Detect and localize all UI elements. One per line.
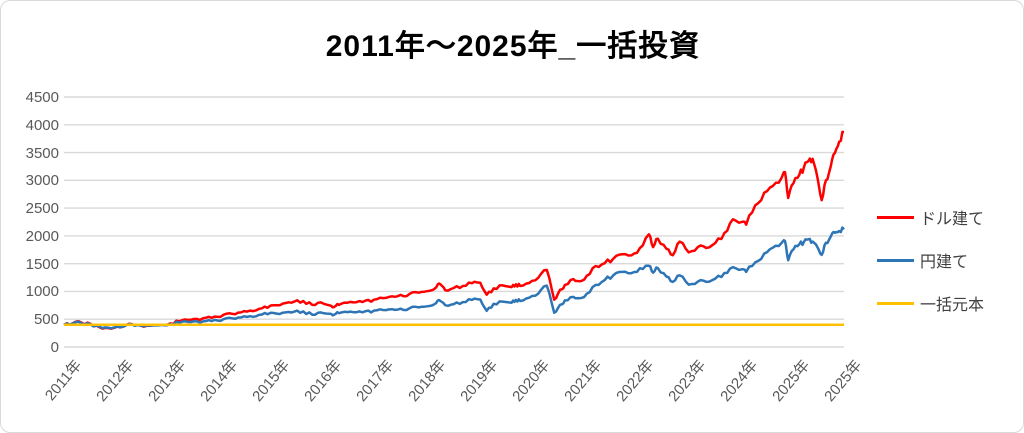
- y-tick-label: 1000: [25, 283, 59, 301]
- legend-item: 円建て: [877, 248, 1017, 272]
- series-yen-line: [63, 226, 845, 330]
- legend-item: 一括元本: [877, 291, 1017, 315]
- y-tick-label: 2500: [25, 200, 59, 218]
- legend-item: ドル建て: [877, 205, 1017, 229]
- chart-title: 2011年～2025年_一括投資: [325, 30, 701, 63]
- legend-line-swatch: [877, 258, 914, 262]
- legend-line-swatch: [877, 215, 914, 219]
- y-tick-label: 1500: [25, 255, 59, 273]
- legend: ドル建て円建て一括元本: [877, 205, 1017, 315]
- y-tick-label: 3000: [25, 172, 59, 190]
- gridlines: [64, 96, 844, 348]
- y-tick-label: 0: [50, 339, 59, 356]
- legend-label: 一括元本: [920, 297, 985, 314]
- y-tick-label: 4500: [25, 89, 59, 106]
- y-tick-label: 500: [33, 311, 59, 329]
- series-lines: [63, 130, 845, 330]
- y-tick-label: 4000: [25, 116, 59, 134]
- legend-line-swatch: [877, 301, 914, 305]
- legend-label: 円建て: [920, 254, 969, 271]
- series-dollar-line: [63, 130, 845, 330]
- y-tick-label: 3500: [25, 144, 59, 162]
- y-tick-label: 2000: [25, 227, 59, 245]
- legend-label: ドル建て: [920, 211, 985, 228]
